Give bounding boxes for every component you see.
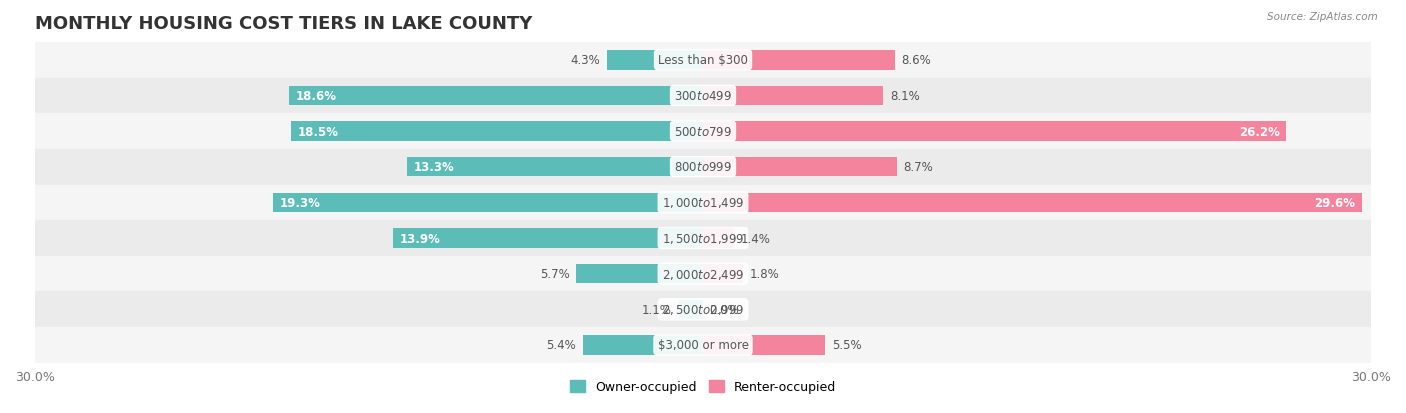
Text: $300 to $499: $300 to $499 [673, 90, 733, 102]
Text: 0.0%: 0.0% [710, 303, 740, 316]
Bar [576, 264, 703, 284]
Text: 5.7%: 5.7% [540, 268, 569, 280]
Text: 8.6%: 8.6% [901, 54, 931, 67]
Text: Less than $300: Less than $300 [658, 54, 748, 67]
Bar [679, 300, 703, 319]
Text: 1.8%: 1.8% [749, 268, 779, 280]
Bar [703, 157, 897, 177]
Text: 8.7%: 8.7% [904, 161, 934, 174]
Text: $1,000 to $1,499: $1,000 to $1,499 [662, 196, 744, 210]
Bar [35, 256, 1371, 292]
Bar [35, 78, 1371, 114]
Text: 4.3%: 4.3% [571, 54, 600, 67]
Bar [35, 221, 1371, 256]
Text: 8.1%: 8.1% [890, 90, 920, 102]
Text: 1.1%: 1.1% [643, 303, 672, 316]
Bar [35, 43, 1371, 78]
Text: $2,500 to $2,999: $2,500 to $2,999 [662, 303, 744, 316]
Text: $1,500 to $1,999: $1,500 to $1,999 [662, 231, 744, 245]
Text: 29.6%: 29.6% [1315, 196, 1355, 209]
Bar [703, 122, 1286, 142]
Bar [406, 157, 703, 177]
Text: $800 to $999: $800 to $999 [673, 161, 733, 174]
Text: 19.3%: 19.3% [280, 196, 321, 209]
Text: 5.5%: 5.5% [832, 339, 862, 351]
Text: 1.4%: 1.4% [741, 232, 770, 245]
Text: 13.9%: 13.9% [401, 232, 441, 245]
Bar [703, 264, 744, 284]
Text: $500 to $799: $500 to $799 [673, 125, 733, 138]
Text: $2,000 to $2,499: $2,000 to $2,499 [662, 267, 744, 281]
Bar [607, 51, 703, 70]
Text: 13.3%: 13.3% [413, 161, 454, 174]
Text: 18.5%: 18.5% [298, 125, 339, 138]
Text: $3,000 or more: $3,000 or more [658, 339, 748, 351]
Text: 5.4%: 5.4% [547, 339, 576, 351]
Text: Source: ZipAtlas.com: Source: ZipAtlas.com [1267, 12, 1378, 22]
Bar [288, 86, 703, 106]
Bar [35, 328, 1371, 363]
Bar [703, 193, 1362, 213]
Bar [35, 114, 1371, 150]
Bar [703, 51, 894, 70]
Bar [703, 229, 734, 248]
Text: 18.6%: 18.6% [295, 90, 336, 102]
Bar [394, 229, 703, 248]
Bar [582, 335, 703, 355]
Legend: Owner-occupied, Renter-occupied: Owner-occupied, Renter-occupied [565, 375, 841, 398]
Bar [703, 86, 883, 106]
Bar [35, 150, 1371, 185]
Bar [35, 292, 1371, 328]
Bar [35, 185, 1371, 221]
Text: 26.2%: 26.2% [1239, 125, 1279, 138]
Bar [703, 335, 825, 355]
Text: MONTHLY HOUSING COST TIERS IN LAKE COUNTY: MONTHLY HOUSING COST TIERS IN LAKE COUNT… [35, 15, 533, 33]
Bar [273, 193, 703, 213]
Bar [291, 122, 703, 142]
